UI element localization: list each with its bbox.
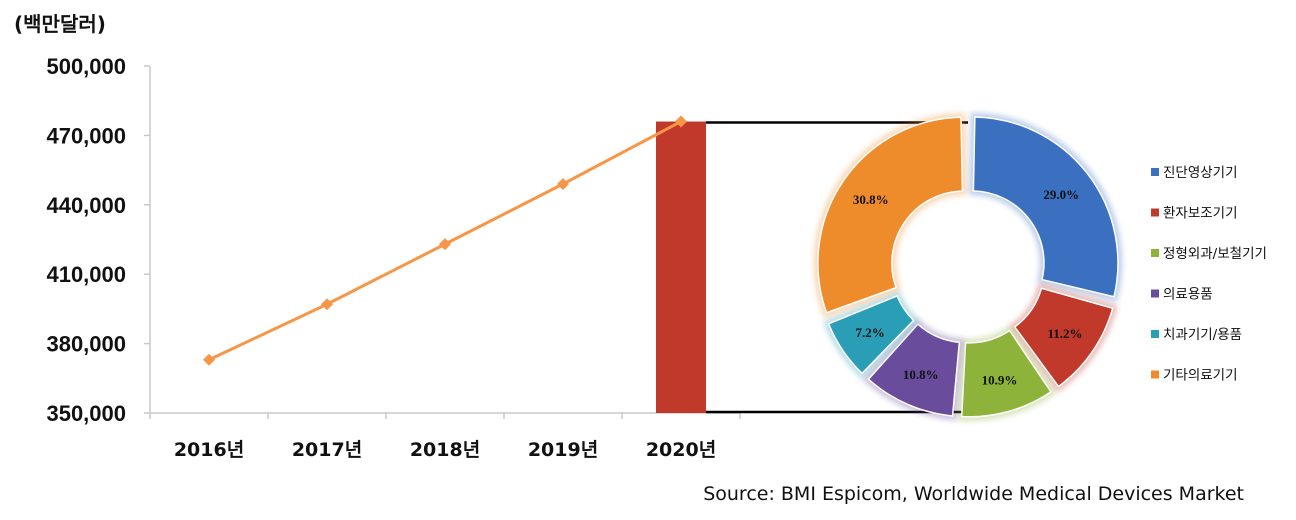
data-point bbox=[439, 238, 451, 251]
legend-swatch bbox=[1151, 249, 1159, 257]
y-tick-label: 440,000 bbox=[46, 193, 126, 218]
legend-label: 기타의료기기 bbox=[1163, 368, 1238, 384]
y-tick-label: 500,000 bbox=[46, 54, 126, 79]
data-point bbox=[557, 177, 569, 190]
data-point bbox=[675, 115, 687, 128]
x-tick-label: 2016년 bbox=[174, 439, 244, 461]
y-tick-label: 410,000 bbox=[46, 262, 126, 287]
slice-value-label: 7.2% bbox=[856, 325, 885, 340]
legend-swatch bbox=[1151, 370, 1159, 379]
slice-value-label: 30.8% bbox=[853, 192, 889, 207]
legend-swatch bbox=[1151, 289, 1159, 298]
legend-label: 진단영상기기 bbox=[1163, 165, 1238, 181]
legend-label: 환자보조기기 bbox=[1163, 206, 1238, 222]
donut-slice bbox=[972, 116, 1119, 298]
legend-swatch bbox=[1151, 168, 1159, 176]
legend-swatch bbox=[1151, 330, 1159, 338]
x-axis: 2016년 2017년 2018년 2019년 2020년 bbox=[149, 412, 741, 461]
x-tick-label: 2020년 bbox=[646, 439, 716, 461]
source-note: Source: BMI Espicom, Worldwide Medical D… bbox=[703, 483, 1244, 505]
highlight-bar-group bbox=[656, 121, 706, 414]
slice-value-label: 29.0% bbox=[1043, 187, 1079, 202]
highlight-bar bbox=[656, 121, 706, 414]
y-axis: 350,000 380,000 410,000 440,000 470,000 500,0… bbox=[46, 54, 151, 426]
slice-value-label: 10.8% bbox=[903, 367, 939, 382]
donut-slice bbox=[1013, 287, 1114, 388]
x-tick-label: 2017년 bbox=[292, 439, 362, 461]
donut-slice bbox=[827, 294, 915, 375]
slice-value-label: 11.2% bbox=[1048, 326, 1083, 341]
donut-chart: 29.0% 11.2% 10.9% 10.8% 7.2% 30.8% bbox=[813, 112, 1122, 421]
y-tick-label: 350,000 bbox=[46, 401, 126, 426]
data-point bbox=[203, 353, 215, 366]
donut-slice bbox=[960, 329, 1053, 418]
legend-label: 의료용품 bbox=[1163, 287, 1213, 303]
y-tick-label: 470,000 bbox=[46, 123, 126, 148]
x-tick-label: 2019년 bbox=[528, 439, 598, 461]
legend-label: 치과기기/용품 bbox=[1163, 327, 1242, 343]
y-tick-label: 380,000 bbox=[46, 332, 126, 357]
y-unit-label: (백만달러) bbox=[14, 12, 106, 36]
line-series bbox=[203, 115, 687, 366]
x-tick-label: 2018년 bbox=[410, 439, 480, 461]
donut-slice bbox=[817, 116, 964, 314]
slice-value-label: 10.9% bbox=[982, 373, 1018, 388]
data-point bbox=[321, 298, 333, 311]
legend-label: 정형외과/보철기기 bbox=[1163, 246, 1267, 262]
donut-slice bbox=[867, 323, 961, 417]
legend-swatch bbox=[1151, 208, 1159, 217]
